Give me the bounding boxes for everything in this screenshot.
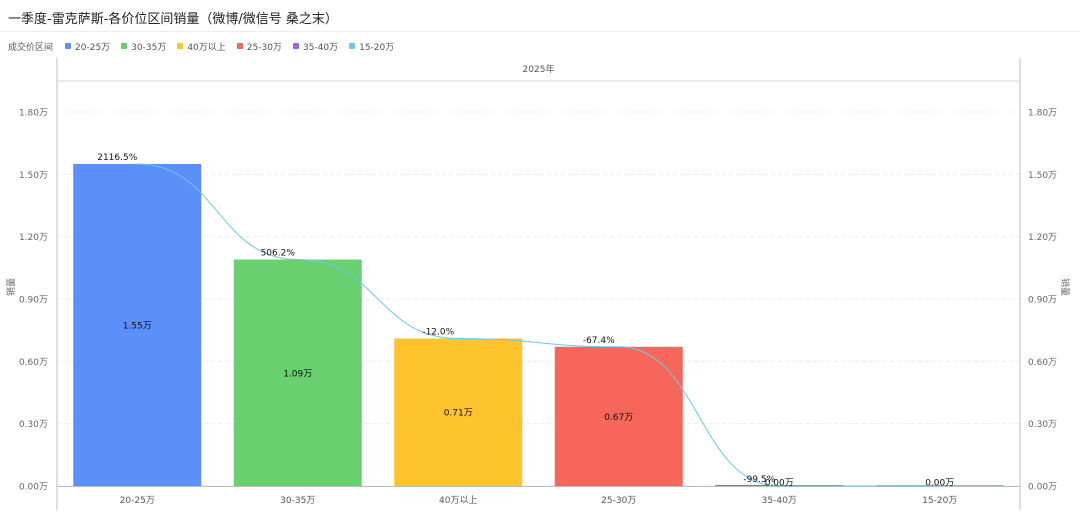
x-tick-label: 25-30万 — [601, 496, 636, 506]
legend-item[interactable]: 30-35万 — [121, 40, 166, 53]
y-tick-label-right: 1.50万 — [1028, 171, 1057, 181]
legend-label: 20-25万 — [75, 42, 111, 53]
x-tick-label: 40万以上 — [439, 495, 477, 506]
y-tick-label-right: 0.00万 — [1028, 483, 1057, 493]
data-label: 0.71万 — [444, 409, 473, 419]
bar — [233, 259, 362, 486]
legend-item[interactable]: 40万以上 — [177, 40, 226, 53]
data-label: 0.00万 — [925, 479, 954, 489]
growth-label: -99.5% — [743, 475, 775, 485]
legend: 成交价区间 20-25万 30-35万 40万以上 25-30万 35-40万 … — [8, 39, 405, 53]
y-tick-label-left: 1.80万 — [19, 109, 48, 119]
x-tick-label: 20-25万 — [120, 496, 155, 506]
y-tick-label-left: 1.50万 — [19, 171, 48, 181]
y-axis-title-left: 销量 — [5, 278, 17, 296]
y-tick-label-left: 0.60万 — [19, 358, 48, 368]
legend-label: 40万以上 — [187, 42, 226, 53]
bar — [554, 346, 683, 486]
growth-label: -12.0% — [422, 327, 454, 337]
x-tick-label: 30-35万 — [280, 496, 315, 506]
legend-swatch — [349, 43, 356, 49]
y-tick-label-left: 1.20万 — [19, 233, 48, 243]
y-tick-label-right: 0.30万 — [1028, 420, 1057, 430]
growth-label: 506.2% — [261, 249, 296, 259]
legend-label: 30-35万 — [131, 42, 167, 53]
legend-swatch — [121, 43, 128, 49]
bar — [394, 338, 523, 486]
legend-swatch — [65, 43, 72, 49]
y-tick-label-right: 0.90万 — [1028, 296, 1057, 306]
x-tick-label: 15-20万 — [922, 496, 957, 506]
legend-item[interactable]: 25-30万 — [236, 40, 282, 53]
legend-item[interactable]: 20-25万 — [65, 40, 110, 53]
column-header: 2025年 — [523, 63, 555, 75]
x-tick-label: 35-40万 — [762, 496, 797, 506]
y-tick-label-right: 1.80万 — [1028, 109, 1057, 119]
legend-swatch — [292, 43, 299, 49]
title-divider — [0, 31, 1080, 32]
data-label: 0.00万 — [765, 479, 794, 489]
legend-swatch — [236, 43, 243, 49]
legend-item[interactable]: 15-20万 — [349, 40, 394, 53]
y-tick-label-left: 0.00万 — [19, 483, 48, 493]
y-tick-label-right: 1.20万 — [1028, 233, 1057, 243]
bar — [73, 163, 202, 486]
legend-title: 成交价区间 — [8, 42, 54, 53]
legend-label: 15-20万 — [359, 42, 395, 53]
legend-label: 25-30万 — [246, 42, 282, 53]
growth-line — [137, 163, 940, 487]
y-tick-label-left: 0.30万 — [19, 420, 48, 430]
legend-label: 35-40万 — [302, 42, 339, 53]
chart-title: 一季度-雷克萨斯-各价位区间销量（微博/微信号 桑之末） — [8, 12, 338, 27]
data-label: 0.67万 — [604, 413, 633, 423]
data-label: 1.09万 — [283, 369, 312, 379]
legend-swatch — [177, 43, 184, 49]
y-axis-title-right: 销量 — [1059, 278, 1071, 296]
data-label: 1.55万 — [123, 321, 152, 331]
y-tick-label-right: 0.60万 — [1028, 358, 1057, 368]
growth-label: -67.4% — [583, 336, 615, 346]
growth-label: 2116.5% — [97, 153, 137, 163]
legend-item[interactable]: 35-40万 — [292, 40, 339, 53]
y-tick-label-left: 0.90万 — [19, 296, 48, 306]
